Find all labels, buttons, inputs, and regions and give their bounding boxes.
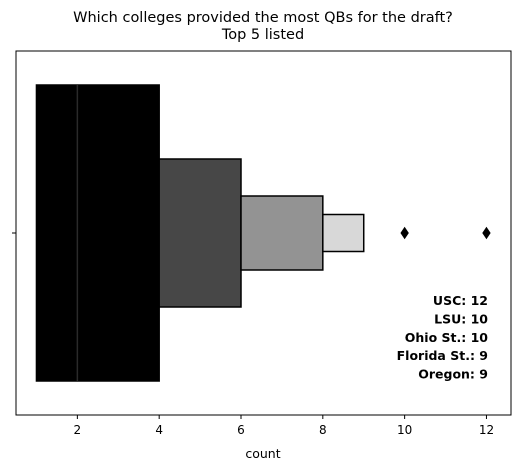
- annotation-line-1: USC: 12: [433, 293, 488, 308]
- box-level-3: [240, 195, 324, 271]
- x-tick-label-10: 10: [397, 423, 412, 437]
- x-tick-label-4: 4: [155, 423, 163, 437]
- x-tick-label-2: 2: [74, 423, 82, 437]
- outlier-point-2: [482, 226, 491, 240]
- chart-title: Which colleges provided the most QBs for…: [73, 10, 453, 26]
- plot-area: 2 4 6 8 10 12 USC: 12 LSU: 10 Ohio St.: 10 Florid…: [12, 50, 512, 437]
- box-level-4: [322, 213, 365, 253]
- annotation-line-4: Florida St.: 9: [397, 348, 488, 363]
- chart-subtitle: Top 5 listed: [221, 27, 304, 43]
- annotation-line-3: Ohio St.: 10: [405, 330, 489, 345]
- x-tick-label-8: 8: [319, 423, 327, 437]
- annotation-line-2: LSU: 10: [434, 311, 488, 326]
- box-level-1: [35, 84, 160, 382]
- annotation-line-5: Oregon: 9: [418, 367, 488, 382]
- box-level-2: [158, 158, 242, 308]
- x-tick-label-12: 12: [479, 423, 494, 437]
- x-tick-label-6: 6: [237, 423, 245, 437]
- x-axis-label: count: [245, 446, 280, 461]
- outlier-point-1: [400, 226, 409, 240]
